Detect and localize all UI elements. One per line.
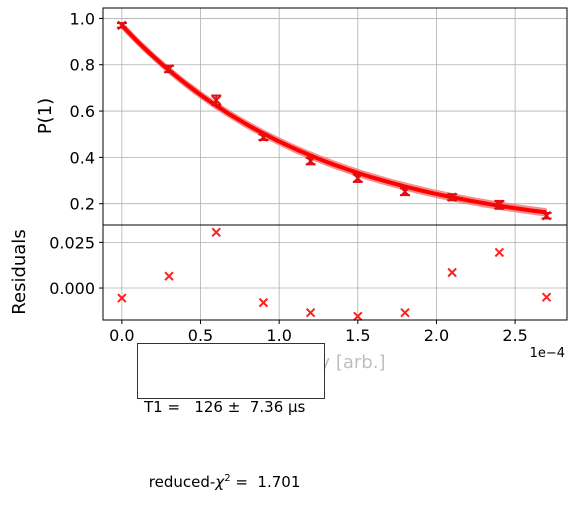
residual-point [447,267,457,278]
chi-symbol: χ [215,473,225,491]
chi2-value: = 1.701 [230,473,301,491]
data-point [258,132,269,142]
data-point-stroke [494,200,505,210]
data-point-stroke [305,156,316,166]
residuals-plot-area [103,225,567,320]
residual-point [353,311,363,322]
x-scale-factor: 1e−4 [530,346,565,361]
x-tick-label: 0.5 [188,326,213,345]
x-tick-label: 2.5 [502,326,527,345]
data-point-stroke [164,64,174,74]
data-point [305,156,316,166]
main-y-ticks: 0.2 0.4 0.6 0.8 1.0 [70,9,103,214]
residual-point-stroke [258,297,269,308]
residual-point-stroke [164,271,174,281]
residuals-y-axis-label: Residuals [9,229,30,314]
main-y-axis-label: P(1) [35,98,56,134]
main-data-points [117,20,552,221]
t1-result: T1 = 126 ± 7.36 μs [144,398,306,416]
data-point [164,64,174,74]
residual-point [258,297,269,308]
x-tick-label: 0.0 [109,326,134,345]
reduced-label: reduced- [148,473,216,491]
data-point-stroke [258,132,269,142]
data-point [117,20,127,31]
residuals-grid [103,225,567,320]
residual-point-stroke [541,292,552,302]
data-point [494,200,505,210]
main-plot-panel: 0.2 0.4 0.6 0.8 1.0 P(1) [35,7,568,226]
residual-point [541,292,552,302]
residual-point-stroke [494,247,505,258]
residual-point [494,247,505,258]
residual-point-stroke [400,307,410,318]
residual-points [117,227,552,322]
fit-curve [120,24,547,215]
data-point-stroke [211,95,221,105]
residual-point-stroke [211,227,221,238]
data-point-stroke [353,173,363,183]
data-point-stroke [447,192,457,202]
residual-point [164,271,174,281]
x-tick-label: 1.0 [266,326,291,345]
residual-point-stroke [353,311,363,322]
data-point [541,211,552,221]
main-y-tick-label: 0.4 [70,148,95,167]
fit-results-box: T1 = 126 ± 7.36 μs reduced-χ2 = 1.701 [137,343,325,491]
residual-point [305,307,316,318]
data-point-stroke [541,211,552,221]
data-point-stroke [400,186,410,197]
x-tick-label: 2.0 [424,326,449,345]
residual-point [400,307,410,318]
residual-point-stroke [117,293,127,303]
data-point [211,95,221,105]
main-y-tick-label: 0.6 [70,102,95,121]
residuals-frame [102,224,568,321]
x-tick-label: 1.5 [345,326,370,345]
reduced-chi2-result: reduced-χ2 = 1.701 [144,467,318,494]
residuals-y-ticks: 0.000 0.025 [49,233,103,298]
residuals-y-tick-label: 0.025 [49,233,95,252]
residuals-y-tick-label: 0.000 [49,279,95,298]
residual-point-stroke [447,267,457,278]
residual-point-stroke [305,307,316,318]
residual-point [211,227,221,238]
main-y-tick-label: 0.2 [70,195,95,214]
data-point-stroke [117,20,127,31]
x-ticks: 0.0 0.5 1.0 1.5 2.0 2.5 [109,320,528,345]
fit-line [120,24,547,215]
data-point [447,192,457,202]
data-point [353,173,363,183]
main-plot-area [103,8,567,225]
residual-point [117,293,127,303]
main-y-tick-label: 1.0 [70,9,95,28]
figure: 0.2 0.4 0.6 0.8 1.0 P(1) 0.000 0.025 0.0 0.5 1.… [9,7,568,373]
main-y-tick-label: 0.8 [70,56,95,75]
data-point [400,186,410,197]
